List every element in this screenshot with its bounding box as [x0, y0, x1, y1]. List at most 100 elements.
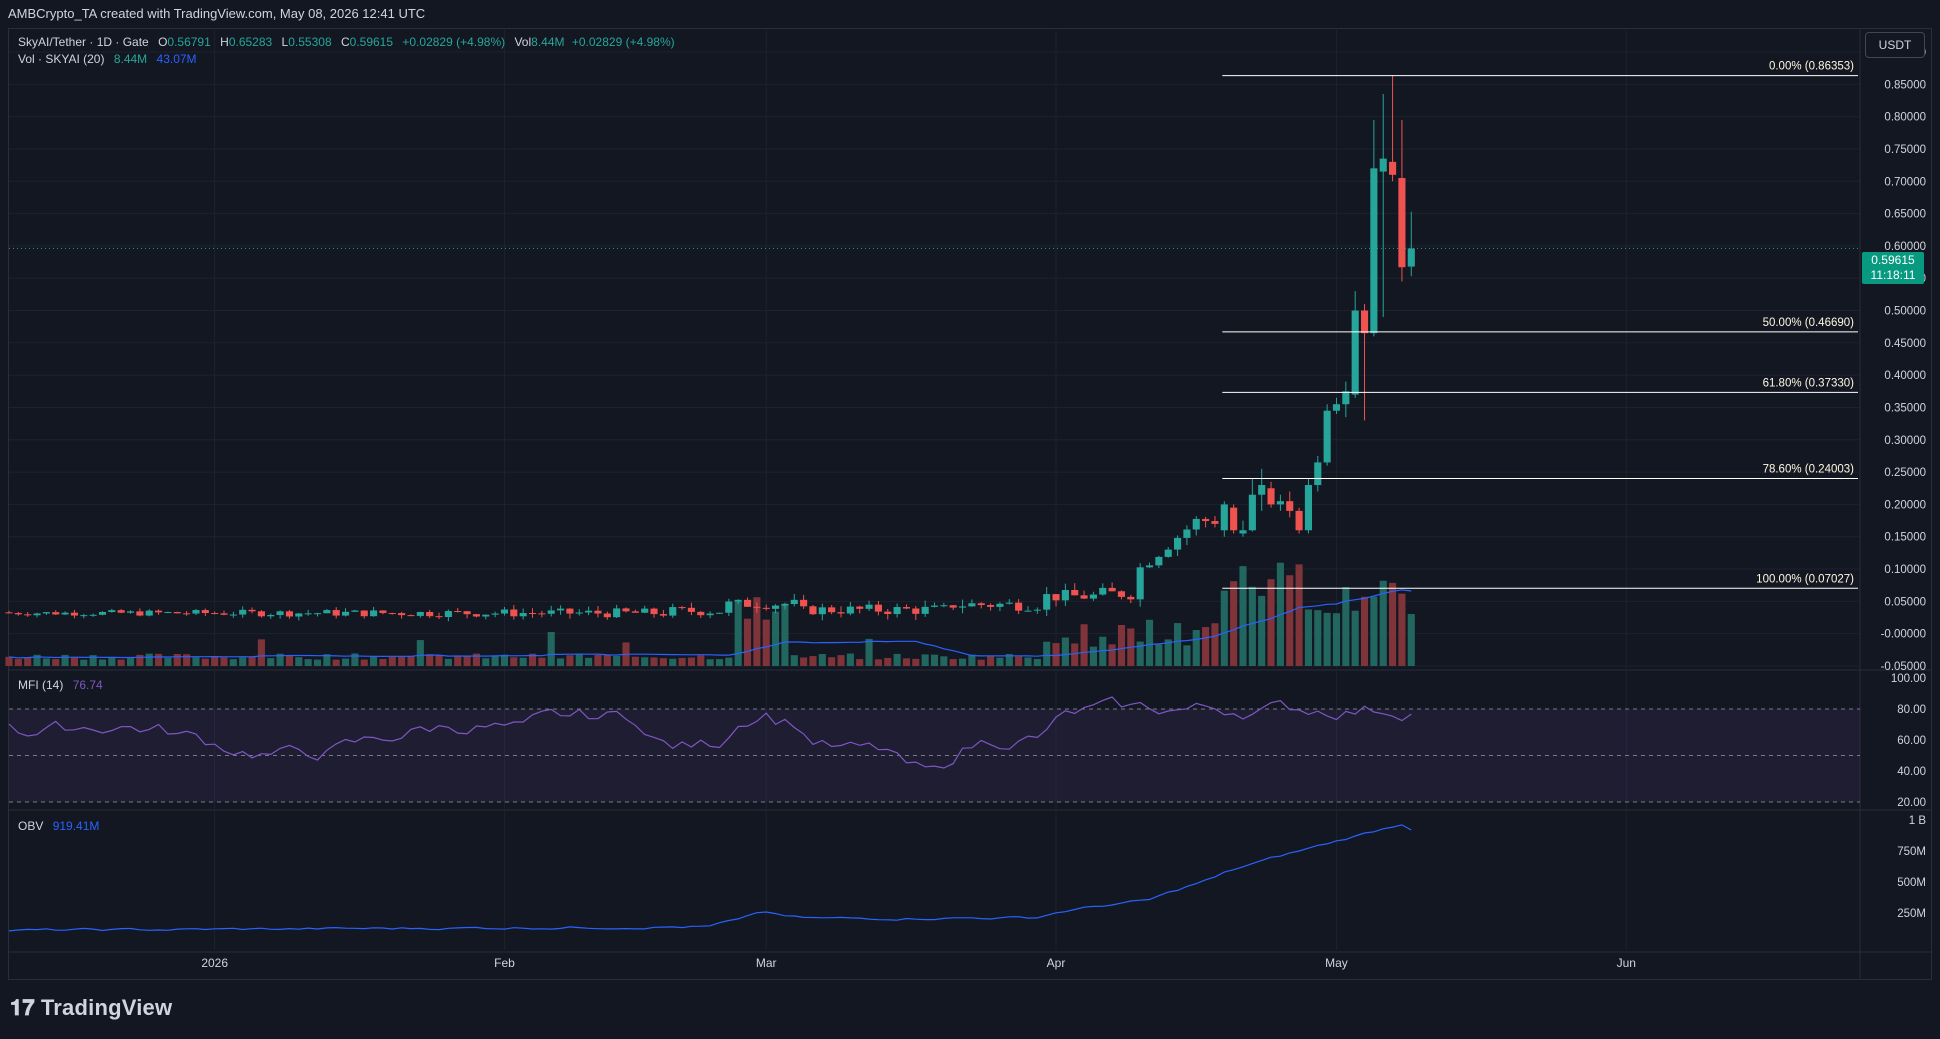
mfi-indicator-name[interactable]: MFI (14)	[18, 678, 64, 692]
volume-indicator-name[interactable]: Vol · SKYAI (20)	[18, 52, 105, 66]
candle-body	[1230, 507, 1238, 531]
fib-level-label: 0.00% (0.86353)	[1769, 61, 1854, 73]
volume-bar	[837, 655, 845, 666]
candle-body	[968, 603, 976, 607]
obv-indicator-name[interactable]: OBV	[18, 819, 44, 833]
candle-body	[987, 605, 995, 607]
mfi-tick-label: 80.00	[1897, 704, 1926, 716]
volume-bar	[80, 659, 88, 666]
candle-body	[229, 614, 237, 616]
x-tick-label: Feb	[494, 956, 515, 970]
volume-bar	[641, 657, 649, 666]
x-tick-label: 2026	[201, 956, 228, 970]
volume-bar	[239, 657, 247, 666]
candle-body	[61, 612, 69, 615]
volume-bar	[426, 654, 434, 666]
brand-text: TradingView	[40, 995, 173, 1020]
volume-bar	[631, 656, 639, 666]
candle-body	[622, 608, 630, 612]
volume-bar	[1080, 624, 1088, 666]
volume-bar	[267, 658, 275, 666]
volume-bar	[790, 655, 798, 666]
volume-bar	[155, 653, 163, 666]
y-tick-label: 0.35000	[1884, 402, 1926, 414]
volume-bar	[341, 658, 350, 666]
candle-body	[781, 604, 789, 606]
y-tick-label: 0.20000	[1884, 499, 1926, 511]
candle-body	[949, 605, 957, 608]
volume-bar	[603, 654, 611, 666]
close-label: C	[340, 35, 350, 49]
candle-body	[585, 610, 593, 613]
volume-bar	[1248, 586, 1256, 666]
candle-body	[201, 610, 209, 614]
volume-bar	[1108, 644, 1116, 666]
candle-body	[753, 606, 761, 608]
y-tick-label: 0.10000	[1884, 564, 1926, 576]
volume-bar	[1033, 658, 1041, 666]
candle-body	[510, 609, 518, 617]
candle-body	[1295, 510, 1303, 531]
candle-body	[1080, 595, 1088, 599]
candle-body	[912, 608, 920, 614]
candle-body	[1267, 488, 1275, 505]
volume-bar	[89, 655, 97, 666]
volume-bar	[1220, 590, 1228, 666]
symbol-name[interactable]: SkyAI/Tether · 1D · Gate	[18, 35, 149, 49]
candle-body	[220, 613, 228, 615]
volume-ma-value: 43.07M	[156, 52, 197, 66]
volume-ma-line	[8, 589, 1412, 659]
volume-bar	[940, 656, 948, 666]
candle-body	[659, 614, 667, 616]
volume-bar	[211, 656, 219, 666]
volume-bar	[1304, 609, 1312, 666]
tradingview-brand[interactable]: 𝟏𝟕 TradingView	[10, 995, 172, 1021]
volume-bar	[491, 655, 499, 666]
volume-bar	[1230, 581, 1238, 666]
volume-bar	[192, 657, 200, 666]
candle-body	[743, 599, 752, 607]
candle-body	[930, 605, 939, 607]
volume-bar	[435, 655, 443, 666]
candle-body	[42, 612, 50, 614]
candle-body	[491, 613, 499, 615]
tradingview-logo-icon: 𝟏𝟕	[10, 995, 35, 1020]
volume-bar	[949, 659, 957, 666]
y-tick-label: 0.80000	[1884, 112, 1926, 124]
volume-bar	[884, 657, 892, 666]
y-tick-label: 0.45000	[1884, 338, 1926, 350]
candle-body	[80, 615, 88, 617]
volume-bar	[669, 658, 677, 666]
obv-line	[8, 824, 1412, 932]
volume-bar	[1389, 582, 1397, 666]
y-tick-label: 0.50000	[1884, 306, 1926, 318]
fib-level-label: 100.00% (0.07027)	[1756, 573, 1854, 585]
volume-bar	[295, 657, 303, 666]
candle-body	[136, 611, 144, 616]
obv-value: 919.41M	[52, 819, 100, 833]
candle-body	[351, 610, 359, 612]
volume-bar	[1407, 614, 1415, 666]
volume-bar	[98, 659, 107, 666]
candle-body	[155, 610, 163, 613]
volume-bar	[828, 657, 836, 666]
candle-body	[1183, 529, 1191, 538]
volume-bar	[1052, 643, 1060, 666]
fib-level-label: 50.00% (0.46690)	[1763, 317, 1855, 329]
currency-button[interactable]: USDT	[1865, 32, 1925, 58]
candle-body	[678, 607, 686, 609]
candle-body	[1043, 594, 1051, 610]
candle-body	[772, 605, 780, 609]
candle-body	[426, 612, 434, 617]
candle-body	[183, 613, 191, 615]
candle-body	[1323, 410, 1331, 463]
volume-bar	[958, 658, 967, 666]
volume-bar	[1061, 637, 1069, 666]
candle-body	[528, 613, 537, 615]
y-tick-label: -0.00000	[1881, 629, 1926, 641]
y-tick-label: 0.85000	[1884, 79, 1926, 91]
candle-body	[1089, 594, 1097, 599]
volume-bar	[1183, 645, 1191, 666]
obv-tick-label: 500M	[1897, 877, 1926, 889]
